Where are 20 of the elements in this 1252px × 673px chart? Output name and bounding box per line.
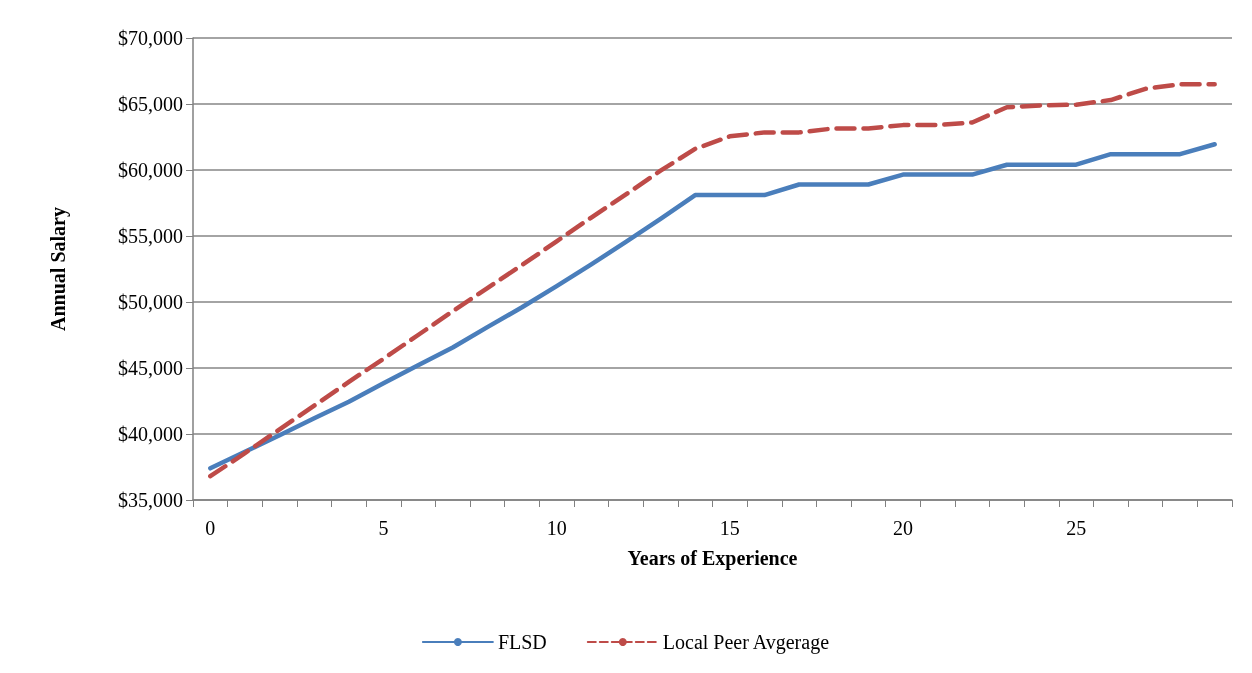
- x-tick-label: 15: [719, 517, 740, 539]
- legend-label: FLSD: [497, 631, 547, 653]
- x-tick-label: 10: [546, 517, 567, 539]
- x-tick-label: 5: [378, 517, 389, 539]
- x-axis-title: Years of Experience: [627, 547, 798, 570]
- y-tick-label: $40,000: [118, 423, 183, 445]
- y-tick-label: $55,000: [118, 225, 183, 247]
- y-axis-title: Annual Salary: [47, 207, 70, 331]
- line-series: [208, 142, 1217, 471]
- y-tick-label: $60,000: [118, 159, 183, 181]
- x-tick-label: 0: [205, 517, 216, 539]
- y-tick-label: $45,000: [118, 357, 183, 379]
- y-tick-label: $50,000: [118, 291, 183, 313]
- y-tick-label: $70,000: [118, 27, 183, 49]
- y-tick-label: $35,000: [118, 489, 183, 511]
- y-tick-label: $65,000: [118, 93, 183, 115]
- x-tick-label: 20: [892, 517, 913, 539]
- legend-label: Local Peer Avgerage: [662, 631, 830, 654]
- line-series: [208, 81, 1217, 479]
- x-tick-label: 25: [1066, 517, 1087, 539]
